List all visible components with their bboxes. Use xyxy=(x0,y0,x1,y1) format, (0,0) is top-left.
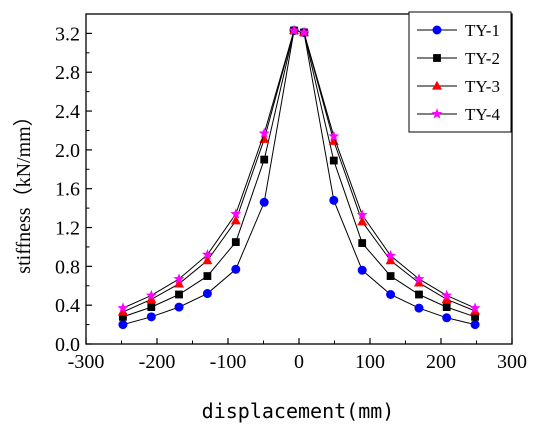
legend: TY-1 TY-2 TY-3 TY-4 xyxy=(408,11,512,133)
data-point xyxy=(329,195,339,205)
legend-label: TY-3 xyxy=(465,77,500,96)
data-point xyxy=(173,273,185,284)
data-point xyxy=(298,26,310,38)
series-line xyxy=(122,29,476,309)
data-point xyxy=(414,303,424,313)
data-point xyxy=(358,239,367,247)
y-tick-label: 2.0 xyxy=(55,140,80,162)
data-point xyxy=(202,289,212,299)
data-point xyxy=(442,313,452,323)
data-point xyxy=(470,320,480,330)
data-point xyxy=(146,294,157,304)
x-axis-label: displacement(mm) xyxy=(202,399,395,423)
data-point xyxy=(230,208,242,219)
series-ty-4 xyxy=(117,24,481,313)
data-point xyxy=(441,294,452,304)
y-tick-label: 2.4 xyxy=(55,101,80,123)
data-point xyxy=(414,277,424,287)
legend-box xyxy=(408,11,512,133)
y-tick-label: 0.8 xyxy=(55,256,80,278)
data-point xyxy=(230,215,241,225)
data-point xyxy=(328,130,340,141)
data-point xyxy=(385,255,396,265)
legend-entry: TY-3 xyxy=(417,77,500,96)
data-point xyxy=(117,302,129,313)
data-point xyxy=(146,312,156,322)
legend-label: TY-2 xyxy=(465,49,500,68)
data-point xyxy=(259,197,269,207)
legend-label: TY-4 xyxy=(465,105,500,124)
data-point xyxy=(203,272,212,280)
y-tick-label: 3.2 xyxy=(55,23,80,45)
series-layer xyxy=(117,24,481,330)
legend-entry: TY-1 xyxy=(417,21,500,40)
x-tick-label: -300 xyxy=(68,351,105,373)
data-point xyxy=(386,290,396,299)
x-tick-label: -100 xyxy=(210,351,247,373)
data-point xyxy=(119,312,127,321)
data-point xyxy=(201,248,213,260)
data-point xyxy=(231,238,240,246)
data-point xyxy=(357,265,367,275)
legend-entry: TY-2 xyxy=(417,49,500,68)
data-point xyxy=(441,289,453,301)
data-point xyxy=(288,24,300,36)
x-tick-label: -200 xyxy=(139,351,176,373)
legend-marker xyxy=(432,80,442,90)
y-tick-label: 2.8 xyxy=(55,62,80,84)
data-point xyxy=(260,155,269,164)
y-tick-label: 0.4 xyxy=(55,295,80,317)
data-point xyxy=(258,127,270,139)
y-tick-label: 1.2 xyxy=(55,218,80,240)
data-point xyxy=(175,290,183,299)
x-tick-label: 300 xyxy=(497,351,527,373)
data-point xyxy=(202,255,213,265)
x-tick-label: 100 xyxy=(355,351,385,373)
axes: -300 -200 -100 0 100 200 300 0.0 0.4 0.8 1.2 1.6 2.0… xyxy=(55,13,527,373)
data-point xyxy=(356,209,368,220)
data-point xyxy=(118,320,128,330)
y-tick-label: 0.0 xyxy=(55,334,80,356)
y-tick-label: 1.6 xyxy=(55,179,80,201)
x-tick-label: 200 xyxy=(426,351,456,373)
data-point xyxy=(231,264,241,274)
data-point xyxy=(117,306,128,316)
y-axis-label: stiffness（kN/mm） xyxy=(12,106,35,273)
legend-label: TY-1 xyxy=(465,21,500,40)
x-tick-label: 0 xyxy=(294,351,304,373)
data-point xyxy=(442,303,451,312)
data-point xyxy=(329,156,338,165)
data-point xyxy=(357,216,368,226)
legend-entry: TY-4 xyxy=(417,105,500,124)
data-point xyxy=(386,272,395,280)
data-point xyxy=(174,278,184,288)
data-point xyxy=(147,303,156,312)
data-point xyxy=(174,302,184,312)
data-point xyxy=(385,249,397,261)
data-point xyxy=(415,290,423,299)
data-point xyxy=(413,273,425,284)
data-point xyxy=(471,312,479,321)
legend-marker xyxy=(432,25,442,35)
legend-marker xyxy=(431,108,443,119)
legend-marker xyxy=(433,54,441,62)
data-point xyxy=(145,289,157,301)
data-point xyxy=(469,302,481,313)
